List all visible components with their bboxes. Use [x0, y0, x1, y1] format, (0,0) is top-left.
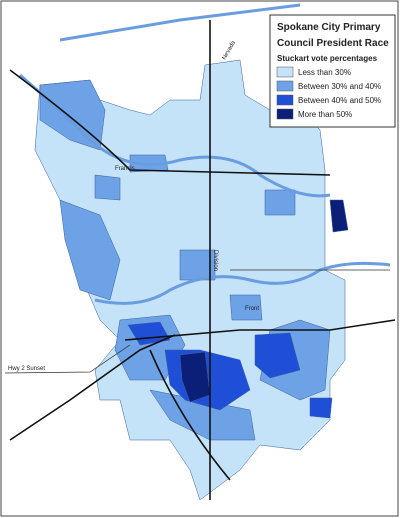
precinct — [329, 199, 349, 233]
river — [59, 3, 301, 42]
legend-title-line: Spokane City Primary — [277, 22, 381, 33]
legend-swatch — [276, 66, 294, 78]
legend-label: Less than 30% — [298, 68, 351, 77]
road-label: Francis — [115, 166, 135, 172]
legend-swatch — [276, 108, 294, 120]
legend-title-line: Council President Race — [277, 38, 389, 49]
precinct — [229, 294, 263, 321]
road-label: Front — [245, 306, 259, 312]
precinct — [254, 332, 301, 379]
precinct — [179, 249, 216, 281]
legend-swatch — [276, 94, 294, 106]
river — [94, 261, 391, 305]
river — [19, 73, 331, 198]
legend-label: More than 50% — [298, 110, 352, 119]
legend-swatch — [276, 80, 294, 92]
precinct — [264, 189, 296, 216]
road — [9, 69, 331, 176]
road — [9, 334, 176, 441]
precinct — [309, 397, 333, 419]
road — [149, 349, 231, 481]
road — [124, 319, 396, 341]
road-label: Hwy 2 Sunset — [8, 366, 45, 372]
legend-label: Between 40% and 50% — [298, 96, 381, 105]
precinct — [59, 199, 121, 301]
legend-label: Between 30% and 40% — [298, 82, 381, 91]
legend-heading: Stuckart vote percentages — [277, 54, 378, 63]
road — [4, 344, 131, 374]
road-label: Division — [212, 250, 218, 271]
precinct — [179, 351, 211, 403]
legend-items: Less than 30% Between 30% and 40% Between … — [276, 66, 381, 120]
legend: Spokane City Primary Council President R… — [269, 14, 396, 128]
precinct — [94, 174, 121, 201]
